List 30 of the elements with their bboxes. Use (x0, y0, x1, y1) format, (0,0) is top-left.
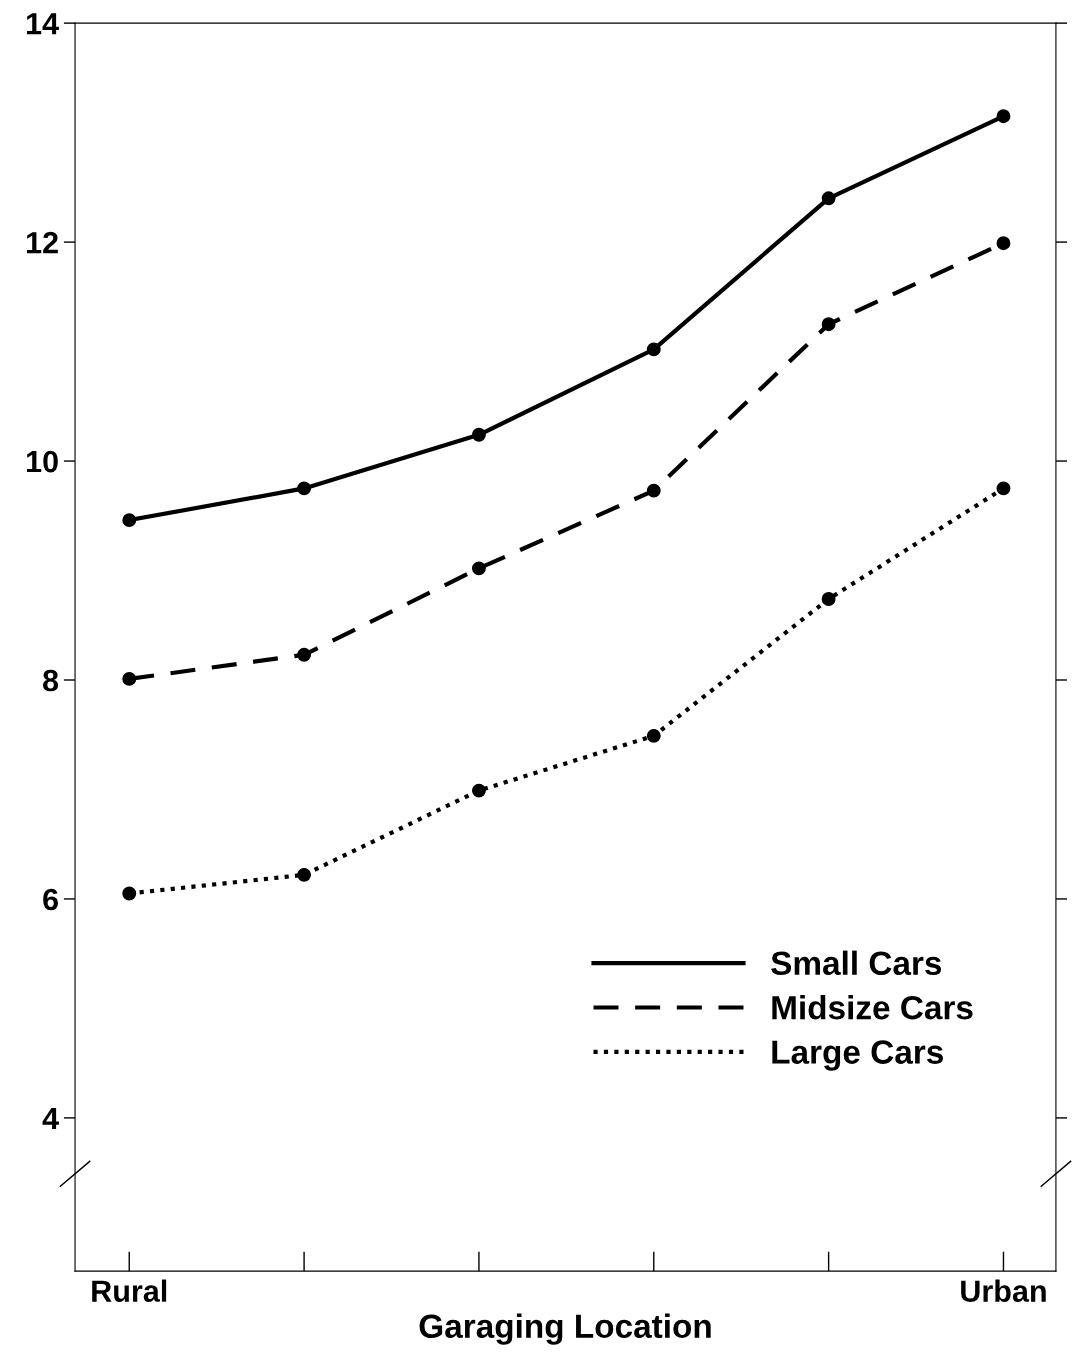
point (996, 481, 1011, 496)
point (821, 592, 836, 606)
y-tick-label: 14 (27, 13, 59, 35)
point (996, 109, 1011, 124)
legend-label: Small Cars (771, 950, 942, 976)
point (297, 867, 312, 882)
point (821, 191, 836, 206)
y-tick-label: 6 (43, 888, 58, 911)
x-tick-label: Urban (961, 1279, 1046, 1302)
point (646, 483, 661, 498)
point (122, 671, 137, 686)
point (646, 728, 661, 743)
point (996, 236, 1011, 251)
point (471, 427, 486, 442)
point (471, 561, 486, 576)
x-tick-label: Rural (92, 1279, 167, 1302)
y-tick-label: 10 (27, 450, 58, 473)
point (821, 317, 836, 332)
x-axis-title: Garaging Location (419, 1313, 711, 1345)
legend-label: Large Cars (772, 1040, 943, 1071)
point (122, 513, 137, 528)
point (297, 481, 312, 496)
point (297, 647, 312, 662)
y-tick-label: 4 (42, 1107, 59, 1129)
y-tick-label: 12 (27, 231, 58, 254)
point (122, 886, 137, 901)
point (646, 342, 661, 357)
legend-label: Midsize Cars (772, 995, 973, 1020)
point (471, 783, 486, 798)
y-tick-label: 8 (43, 669, 59, 692)
